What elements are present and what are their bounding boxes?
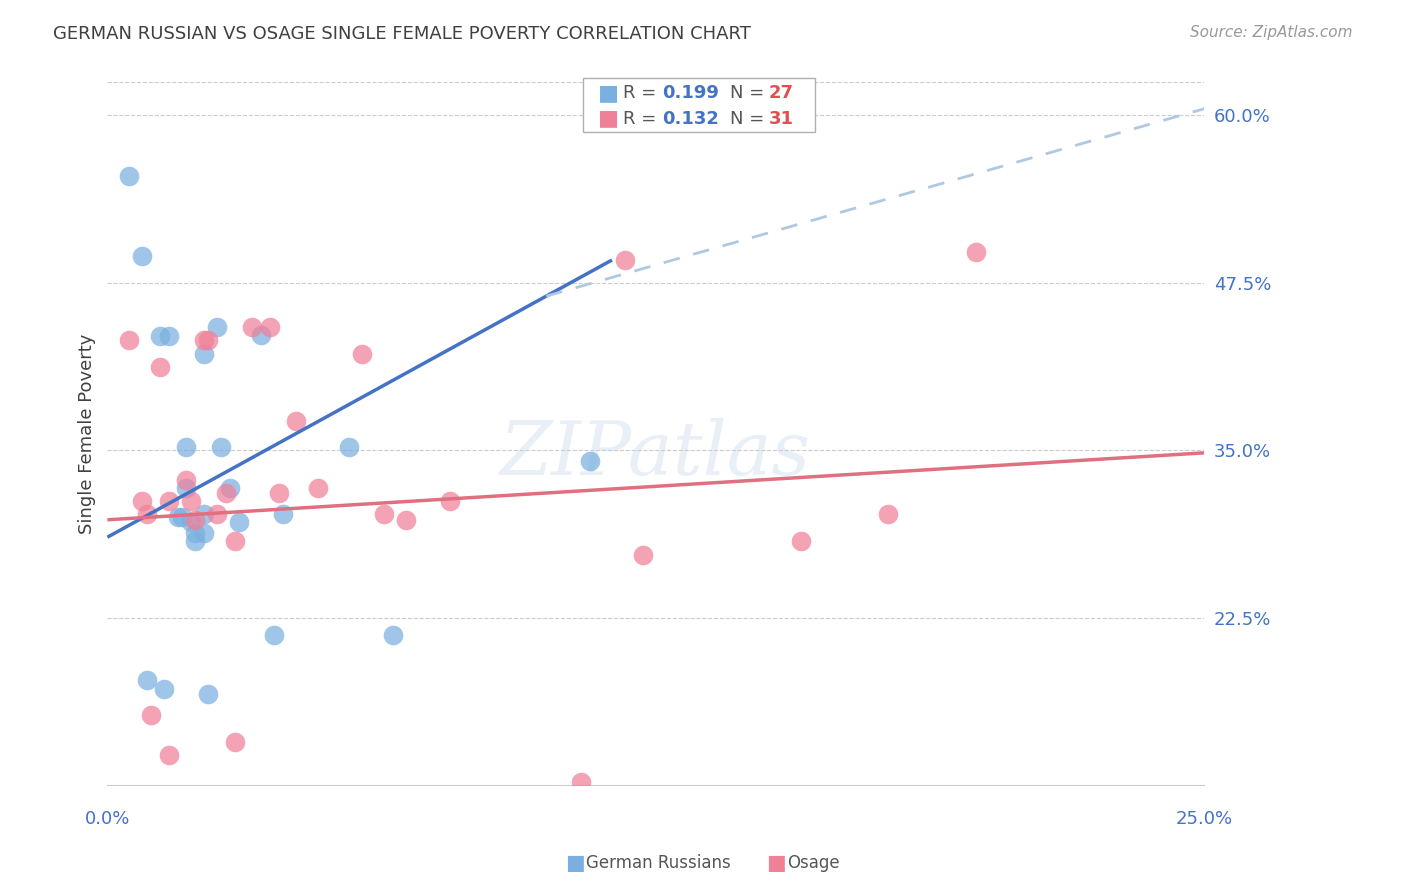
Point <box>211 441 233 455</box>
Point <box>135 508 157 522</box>
Point <box>250 328 273 343</box>
Point <box>176 441 198 455</box>
Text: R =: R = <box>623 110 662 128</box>
Text: Osage: Osage <box>787 855 839 872</box>
Text: N =: N = <box>730 110 769 128</box>
Point <box>579 454 602 468</box>
Point <box>131 249 153 263</box>
Point <box>149 360 172 375</box>
Point <box>118 334 141 348</box>
Point <box>307 481 329 495</box>
Point <box>373 508 395 522</box>
Text: GERMAN RUSSIAN VS OSAGE SINGLE FEMALE POVERTY CORRELATION CHART: GERMAN RUSSIAN VS OSAGE SINGLE FEMALE PO… <box>53 25 751 43</box>
Point <box>193 347 215 361</box>
Point <box>224 735 246 749</box>
Point <box>205 320 228 334</box>
Point <box>224 534 246 549</box>
Point <box>263 628 285 642</box>
Point <box>157 494 180 508</box>
Point <box>180 516 202 530</box>
Point <box>153 681 176 696</box>
Point <box>197 334 219 348</box>
Point <box>176 481 198 495</box>
Point <box>965 244 987 259</box>
Point <box>271 508 294 522</box>
Point <box>631 548 654 562</box>
Point <box>184 526 207 541</box>
Text: ■: ■ <box>565 854 585 873</box>
Y-axis label: Single Female Poverty: Single Female Poverty <box>79 334 96 533</box>
Text: 0.199: 0.199 <box>662 85 718 103</box>
Point <box>228 516 250 530</box>
Point <box>285 414 308 428</box>
Point <box>215 486 238 500</box>
Point <box>184 534 207 549</box>
Point <box>197 687 219 701</box>
Text: 0.132: 0.132 <box>662 110 718 128</box>
Point <box>267 486 290 500</box>
Point <box>135 673 157 688</box>
Point <box>877 508 900 522</box>
Point <box>395 513 418 527</box>
Point <box>176 473 198 487</box>
Point <box>118 169 141 183</box>
Point <box>166 510 188 524</box>
Point <box>193 508 215 522</box>
Point <box>131 494 153 508</box>
Point <box>439 494 461 508</box>
Point <box>157 748 180 763</box>
Point <box>259 320 281 334</box>
Point <box>193 526 215 541</box>
Point <box>569 775 592 789</box>
Text: N =: N = <box>730 85 769 103</box>
Text: German Russians: German Russians <box>586 855 731 872</box>
Text: ■: ■ <box>598 109 619 128</box>
Point <box>184 513 207 527</box>
Point <box>141 708 163 723</box>
Text: 31: 31 <box>769 110 794 128</box>
Text: 0.0%: 0.0% <box>84 810 131 828</box>
Text: 25.0%: 25.0% <box>1175 810 1233 828</box>
Point <box>614 252 637 267</box>
Text: Source: ZipAtlas.com: Source: ZipAtlas.com <box>1189 25 1353 40</box>
Text: 27: 27 <box>769 85 794 103</box>
Point <box>789 534 811 549</box>
Point <box>219 481 242 495</box>
Point <box>170 510 193 524</box>
Text: ZIPatlas: ZIPatlas <box>501 418 811 491</box>
Point <box>157 329 180 343</box>
Point <box>149 329 172 343</box>
Point <box>337 441 360 455</box>
Point <box>240 320 263 334</box>
Point <box>205 508 228 522</box>
Point <box>381 628 404 642</box>
Point <box>350 347 373 361</box>
Text: R =: R = <box>623 85 662 103</box>
Point <box>180 494 202 508</box>
Text: ■: ■ <box>766 854 786 873</box>
Text: ■: ■ <box>598 84 619 103</box>
Point <box>193 334 215 348</box>
